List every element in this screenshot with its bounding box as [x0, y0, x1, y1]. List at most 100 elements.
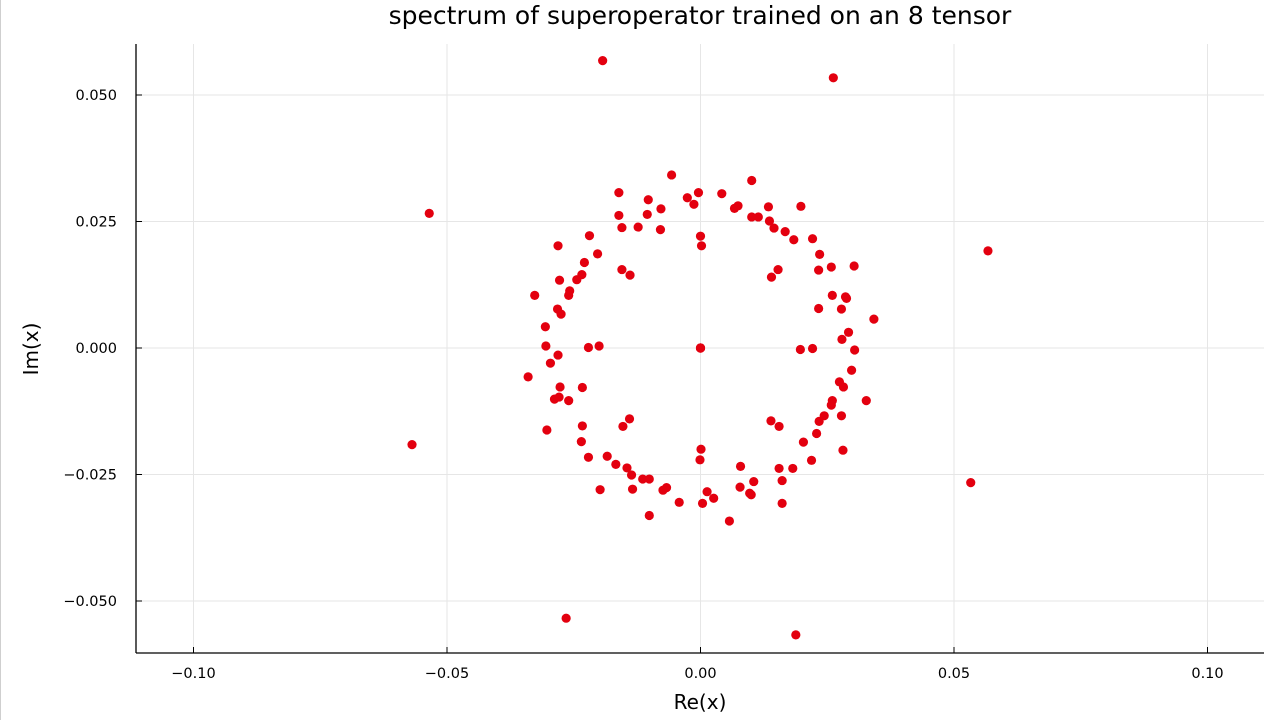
data-point	[642, 209, 652, 220]
data-point	[553, 350, 563, 360]
data-point	[674, 497, 684, 507]
data-point	[611, 459, 621, 469]
data-point	[598, 55, 608, 66]
data-point	[618, 421, 628, 432]
data-point	[576, 437, 586, 447]
data-point	[780, 227, 790, 237]
data-point	[689, 199, 699, 209]
data-point	[838, 382, 849, 392]
data-points	[407, 55, 993, 640]
data-point	[553, 241, 563, 251]
data-point	[814, 303, 824, 314]
data-point	[777, 475, 787, 486]
data-point	[622, 463, 632, 473]
data-point	[796, 201, 806, 211]
data-point	[695, 455, 705, 465]
data-point	[530, 290, 540, 300]
data-point	[735, 461, 746, 471]
data-point	[424, 208, 434, 218]
y-axis-label: Im(x)	[19, 323, 43, 376]
data-point	[846, 365, 857, 375]
data-point	[724, 516, 735, 526]
data-point	[806, 455, 817, 465]
data-point	[735, 482, 745, 492]
data-point	[826, 400, 836, 410]
data-point	[807, 343, 818, 354]
data-point	[625, 270, 635, 280]
data-point	[763, 202, 774, 212]
x-tick-label: 0.10	[1191, 666, 1223, 682]
data-point	[682, 193, 692, 203]
data-point	[749, 476, 759, 487]
data-point	[638, 474, 648, 484]
data-point	[769, 223, 779, 233]
data-point	[584, 231, 595, 241]
data-point	[795, 344, 805, 355]
data-point	[827, 290, 837, 300]
data-point	[695, 231, 706, 241]
data-point	[840, 292, 851, 302]
data-point	[602, 451, 612, 461]
data-point	[583, 342, 594, 353]
data-point	[626, 470, 637, 480]
data-point	[983, 246, 993, 256]
data-point	[696, 444, 706, 454]
data-point	[407, 440, 417, 450]
data-point	[815, 249, 825, 259]
x-tick-label: 0.05	[938, 666, 970, 682]
data-point	[837, 334, 847, 344]
data-point	[693, 188, 704, 198]
x-axis-label: Re(x)	[674, 690, 727, 714]
data-point	[583, 452, 594, 462]
data-point	[561, 613, 571, 623]
data-point	[753, 212, 763, 222]
y-tick-label: 0.000	[75, 341, 117, 357]
x-tick-label: −0.10	[171, 666, 215, 682]
data-point	[791, 630, 801, 640]
data-point	[564, 290, 574, 300]
data-point	[572, 275, 582, 285]
data-point	[667, 170, 677, 180]
data-point	[814, 265, 824, 275]
data-point	[523, 372, 533, 382]
data-point	[644, 510, 654, 521]
data-point	[717, 189, 727, 199]
data-point	[554, 275, 565, 285]
data-point	[843, 327, 854, 337]
data-point	[709, 493, 719, 503]
data-point	[747, 175, 757, 186]
data-point	[836, 304, 847, 314]
data-point	[766, 416, 776, 426]
data-point	[766, 272, 777, 282]
y-tick-label: 0.025	[75, 215, 117, 231]
data-point	[826, 262, 836, 272]
data-point	[643, 195, 653, 205]
data-point	[556, 309, 566, 319]
data-point	[747, 212, 757, 222]
data-point	[540, 322, 550, 332]
data-point	[661, 483, 672, 493]
data-point	[807, 234, 818, 244]
data-point	[764, 216, 775, 226]
data-point	[555, 382, 565, 392]
data-point	[777, 498, 787, 508]
data-point	[617, 222, 627, 233]
data-point	[966, 478, 976, 488]
data-point	[733, 201, 743, 211]
y-tick-label: −0.025	[63, 468, 117, 484]
tick-labels: −0.10 −0.05 0.00 0.05 0.10 −0.050 −0.025 0.000 0…	[63, 88, 1223, 682]
y-tick-label: −0.050	[63, 594, 117, 610]
data-point	[542, 425, 552, 435]
data-point	[702, 487, 712, 497]
chart-title: spectrum of superoperator trained on an …	[389, 1, 1012, 30]
x-tick-label: 0.00	[684, 666, 716, 682]
data-point	[828, 73, 838, 83]
data-point	[579, 257, 590, 268]
data-point	[836, 411, 847, 421]
data-point	[656, 204, 666, 214]
data-point	[745, 488, 755, 498]
data-point	[624, 414, 635, 424]
data-point	[549, 394, 560, 404]
data-point	[545, 358, 556, 368]
